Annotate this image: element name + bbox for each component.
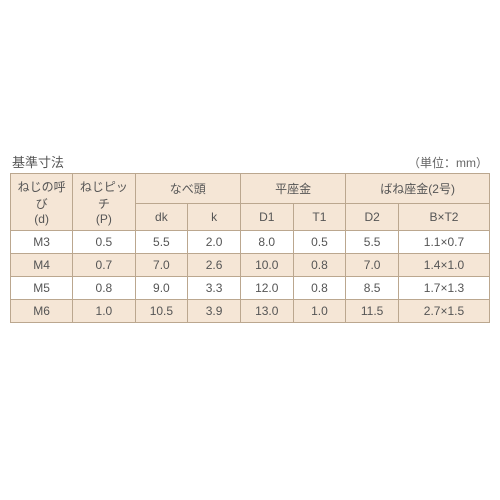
cell-k: 3.3: [188, 277, 241, 300]
cell-t1: 1.0: [293, 300, 346, 323]
cell-p: 0.7: [73, 254, 135, 277]
table-row: M3 0.5 5.5 2.0 8.0 0.5 5.5 1.1×0.7: [11, 231, 490, 254]
table-body: M3 0.5 5.5 2.0 8.0 0.5 5.5 1.1×0.7 M4 0.…: [11, 231, 490, 323]
col-group-bane: ばね座金(2号): [346, 174, 490, 204]
col-p-l2: (P): [96, 212, 112, 226]
cell-d2: 5.5: [346, 231, 399, 254]
cell-d2: 11.5: [346, 300, 399, 323]
cell-d2: 8.5: [346, 277, 399, 300]
col-d2: D2: [346, 204, 399, 231]
cell-dk: 5.5: [135, 231, 188, 254]
col-d-l1: ねじの呼び: [18, 180, 66, 211]
cell-bt2: 2.7×1.5: [398, 300, 489, 323]
col-d1: D1: [240, 204, 293, 231]
cell-t1: 0.8: [293, 277, 346, 300]
header-row-1: ねじの呼び (d) ねじピッチ (P) なべ頭 平座金 ばね座金(2号): [11, 174, 490, 204]
unit-label: （単位：mm）: [408, 154, 488, 171]
cell-p: 0.8: [73, 277, 135, 300]
cell-d1: 13.0: [240, 300, 293, 323]
cell-bt2: 1.7×1.3: [398, 277, 489, 300]
cell-p: 1.0: [73, 300, 135, 323]
col-bt2: B×T2: [398, 204, 489, 231]
cell-d: M6: [11, 300, 73, 323]
cell-d1: 12.0: [240, 277, 293, 300]
col-d-l2: (d): [34, 212, 49, 226]
col-d: ねじの呼び (d): [11, 174, 73, 231]
title-row: 基準寸法 （単位：mm）: [10, 152, 490, 171]
col-p: ねじピッチ (P): [73, 174, 135, 231]
cell-d: M3: [11, 231, 73, 254]
cell-bt2: 1.4×1.0: [398, 254, 489, 277]
cell-d: M4: [11, 254, 73, 277]
table-row: M4 0.7 7.0 2.6 10.0 0.8 7.0 1.4×1.0: [11, 254, 490, 277]
cell-t1: 0.5: [293, 231, 346, 254]
cell-t1: 0.8: [293, 254, 346, 277]
table-row: M6 1.0 10.5 3.9 13.0 1.0 11.5 2.7×1.5: [11, 300, 490, 323]
table-row: M5 0.8 9.0 3.3 12.0 0.8 8.5 1.7×1.3: [11, 277, 490, 300]
spec-block: 基準寸法 （単位：mm） ねじの呼び (d) ねじピッチ (P) なべ頭 平座金…: [10, 152, 490, 323]
col-dk: dk: [135, 204, 188, 231]
cell-p: 0.5: [73, 231, 135, 254]
cell-d2: 7.0: [346, 254, 399, 277]
col-t1: T1: [293, 204, 346, 231]
col-group-nabe: なべ頭: [135, 174, 240, 204]
col-k: k: [188, 204, 241, 231]
col-group-hira: 平座金: [240, 174, 345, 204]
cell-dk: 10.5: [135, 300, 188, 323]
table-title: 基準寸法: [12, 152, 64, 171]
cell-k: 3.9: [188, 300, 241, 323]
cell-bt2: 1.1×0.7: [398, 231, 489, 254]
cell-dk: 9.0: [135, 277, 188, 300]
cell-k: 2.6: [188, 254, 241, 277]
cell-dk: 7.0: [135, 254, 188, 277]
cell-d1: 8.0: [240, 231, 293, 254]
spec-table: ねじの呼び (d) ねじピッチ (P) なべ頭 平座金 ばね座金(2号) dk …: [10, 173, 490, 323]
cell-d: M5: [11, 277, 73, 300]
col-p-l1: ねじピッチ: [80, 180, 128, 211]
cell-k: 2.0: [188, 231, 241, 254]
cell-d1: 10.0: [240, 254, 293, 277]
